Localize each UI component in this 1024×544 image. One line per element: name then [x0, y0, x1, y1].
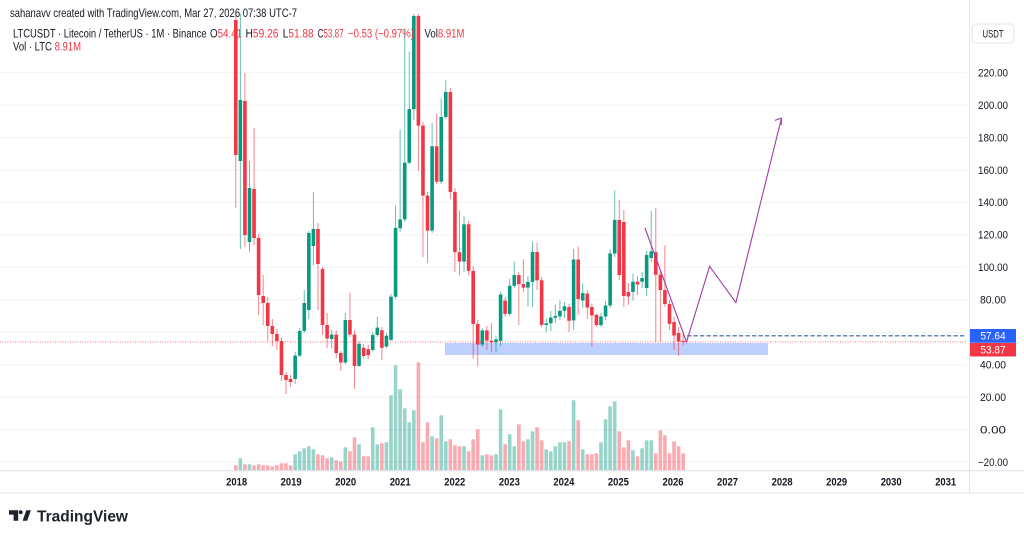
svg-text:2023: 2023	[499, 477, 520, 489]
svg-text:H59.26: H59.26	[246, 29, 279, 41]
svg-text:200.00: 200.00	[978, 100, 1008, 112]
svg-text:57.64: 57.64	[981, 331, 1006, 343]
svg-text:2022: 2022	[444, 477, 465, 489]
svg-text:−20.00: −20.00	[978, 457, 1008, 469]
svg-text:Vol8.91M: Vol8.91M	[425, 29, 465, 41]
svg-text:C53.87: C53.87	[318, 29, 344, 41]
svg-text:2020: 2020	[335, 477, 356, 489]
svg-text:2026: 2026	[663, 477, 684, 489]
svg-text:Vol · LTC 8.91M: Vol · LTC 8.91M	[13, 42, 81, 54]
svg-text:2019: 2019	[281, 477, 302, 489]
svg-text:L51.88: L51.88	[283, 29, 314, 41]
svg-text:160.00: 160.00	[978, 165, 1008, 177]
svg-text:2030: 2030	[881, 477, 902, 489]
svg-text:20.00: 20.00	[980, 392, 1006, 404]
svg-text:100.00: 100.00	[978, 262, 1008, 274]
svg-text:220.00: 220.00	[978, 67, 1008, 79]
svg-text:O54.41: O54.41	[210, 29, 242, 41]
svg-text:120.00: 120.00	[978, 230, 1008, 242]
svg-text:40.00: 40.00	[980, 360, 1006, 372]
svg-text:sahanavv created with TradingV: sahanavv created with TradingView.com, M…	[10, 6, 297, 20]
svg-text:LTCUSDT · Litecoin / TetherUS: LTCUSDT · Litecoin / TetherUS · 1M · Bin…	[13, 29, 207, 41]
svg-text:USDT: USDT	[983, 29, 1004, 41]
svg-text:2024: 2024	[553, 477, 575, 489]
svg-text:2029: 2029	[826, 477, 847, 489]
svg-text:53.87: 53.87	[981, 344, 1006, 356]
svg-text:−0.53 (−0.97%): −0.53 (−0.97%)	[348, 29, 414, 41]
svg-text:140.00: 140.00	[978, 197, 1008, 209]
svg-text:2028: 2028	[772, 477, 793, 489]
svg-text:2021: 2021	[390, 477, 411, 489]
svg-text:0.00: 0.00	[980, 424, 1006, 436]
svg-text:2025: 2025	[608, 477, 629, 489]
svg-text:80.00: 80.00	[980, 295, 1006, 307]
svg-text:2018: 2018	[226, 477, 247, 489]
svg-text:180.00: 180.00	[978, 132, 1008, 144]
svg-text:TradingView: TradingView	[37, 508, 129, 525]
svg-text:2031: 2031	[935, 477, 956, 489]
svg-text:2027: 2027	[717, 477, 738, 489]
